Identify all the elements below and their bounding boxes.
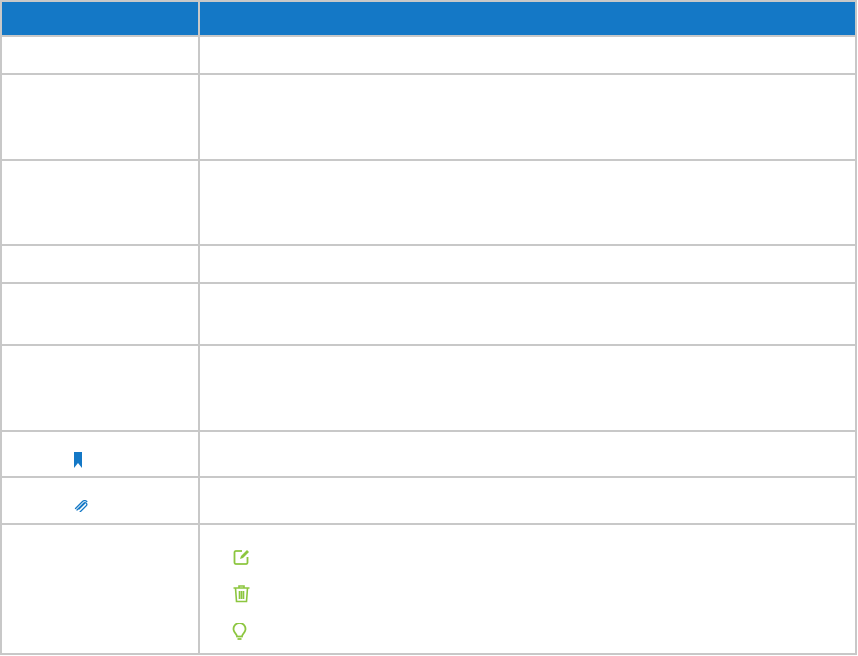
table-cell xyxy=(0,159,200,246)
table-cell xyxy=(198,430,857,478)
table-row xyxy=(0,159,857,246)
actions-cell xyxy=(198,523,857,655)
table-cell xyxy=(0,73,200,161)
table-cell xyxy=(0,244,200,284)
header-cell-2 xyxy=(198,0,857,37)
table-cell xyxy=(0,523,200,655)
header-cell-1 xyxy=(0,0,200,37)
table-row xyxy=(0,344,857,432)
table-row xyxy=(0,282,857,346)
table-row xyxy=(0,476,857,525)
table-cell xyxy=(198,476,857,525)
trash-icon[interactable] xyxy=(232,584,251,603)
table-cell xyxy=(0,344,200,432)
lightbulb-icon[interactable] xyxy=(232,623,247,642)
paperclip-icon xyxy=(74,500,88,512)
table-cell xyxy=(198,244,857,284)
table-row xyxy=(0,35,857,75)
table-cell xyxy=(198,159,857,246)
table-cell xyxy=(198,35,857,75)
table-row xyxy=(0,430,857,478)
table-cell xyxy=(0,35,200,75)
table-row xyxy=(0,73,857,161)
table-cell xyxy=(0,430,200,478)
table-row xyxy=(0,523,857,655)
table-cell xyxy=(198,344,857,432)
table-cell xyxy=(0,476,200,525)
table-cell xyxy=(198,73,857,161)
bookmark-icon xyxy=(74,452,82,468)
table-cell xyxy=(198,282,857,346)
table-cell xyxy=(0,282,200,346)
table-header xyxy=(0,0,857,37)
table-row xyxy=(0,244,857,284)
edit-icon[interactable] xyxy=(233,549,250,566)
